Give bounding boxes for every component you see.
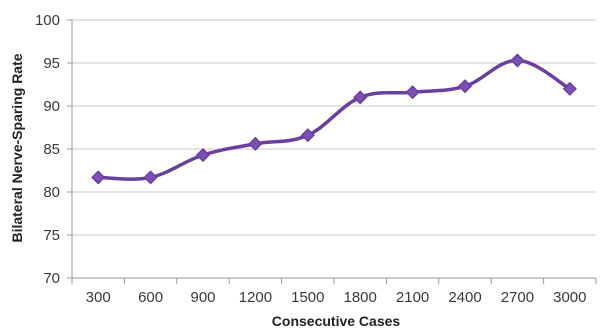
series-line	[96, 58, 572, 181]
x-axis-title: Consecutive Cases	[272, 313, 401, 329]
data-point-marker	[143, 170, 158, 185]
x-tick-labels: 300 600 900 1200 1500 1800 2100 2400 2700 3000	[86, 289, 587, 306]
data-point-marker	[195, 147, 211, 163]
data-point-marker	[91, 170, 106, 185]
y-tick-labels: 70 75 80 85 90 95 100	[35, 12, 60, 287]
x-tick-label: 2100	[396, 289, 429, 306]
x-tick-label: 1200	[239, 289, 272, 306]
y-tick-label: 90	[43, 98, 60, 115]
series-line-path	[96, 58, 572, 181]
x-tick-label: 300	[86, 289, 111, 306]
grid-lines	[72, 19, 596, 236]
y-tick-label: 100	[35, 12, 60, 29]
y-tick-label: 95	[43, 55, 60, 72]
y-tick-label: 75	[43, 227, 60, 244]
data-point-marker	[510, 53, 525, 68]
x-tick-label: 2700	[501, 289, 534, 306]
data-point-marker	[405, 85, 420, 100]
axes	[67, 19, 597, 284]
y-tick-label: 85	[43, 141, 60, 158]
data-markers	[91, 53, 577, 185]
data-point-marker	[248, 136, 263, 151]
data-point-marker	[353, 90, 368, 105]
x-tick-label: 600	[138, 289, 163, 306]
y-tick-label: 80	[43, 184, 60, 201]
x-tick-label: 1800	[344, 289, 377, 306]
x-tick-label: 2400	[448, 289, 481, 306]
y-tick-label: 70	[43, 270, 60, 287]
x-tick-label: 3000	[553, 289, 586, 306]
data-point-marker	[562, 81, 577, 96]
x-tick-label: 1500	[291, 289, 324, 306]
data-point-marker	[457, 79, 473, 94]
data-point-marker	[300, 128, 315, 143]
y-axis-title: Bilateral Nerve-Sparing Rate	[9, 53, 25, 242]
x-tick-label: 900	[190, 289, 215, 306]
